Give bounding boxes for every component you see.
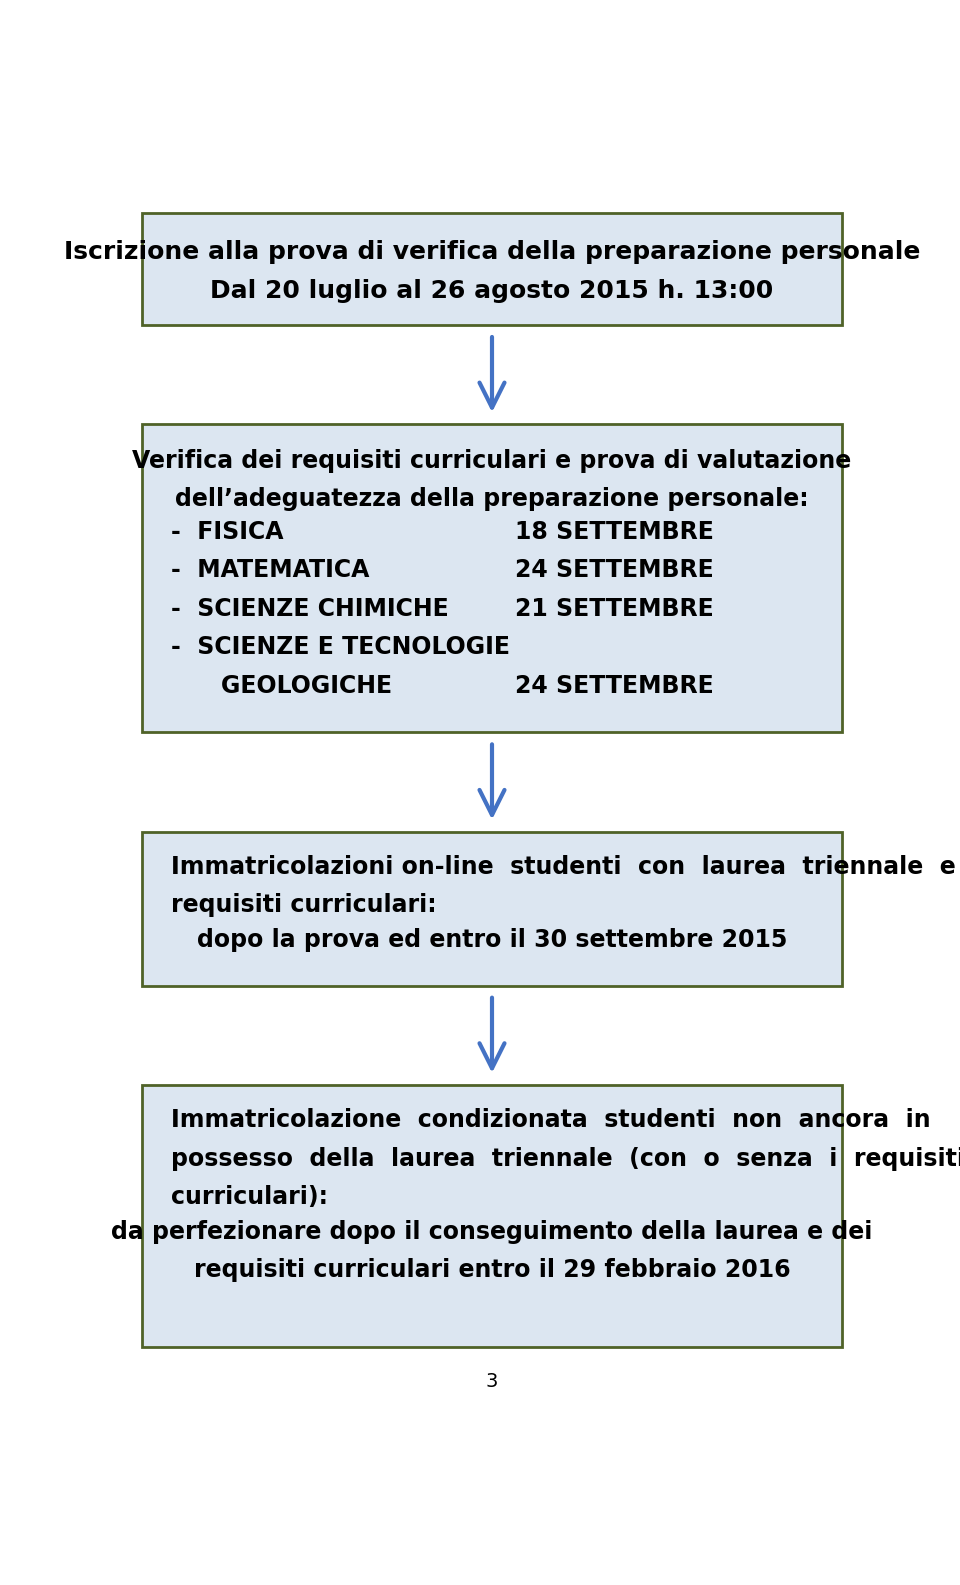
Text: requisiti curriculari:: requisiti curriculari:: [171, 894, 437, 918]
Text: Iscrizione alla prova di verifica della preparazione personale: Iscrizione alla prova di verifica della …: [63, 241, 921, 265]
FancyBboxPatch shape: [142, 832, 842, 986]
Text: possesso  della  laurea  triennale  (con  o  senza  i  requisiti: possesso della laurea triennale (con o s…: [171, 1146, 960, 1171]
Text: -  SCIENZE CHIMICHE: - SCIENZE CHIMICHE: [171, 598, 449, 621]
Text: 24 SETTEMBRE: 24 SETTEMBRE: [516, 558, 714, 582]
Text: Verifica dei requisiti curriculari e prova di valutazione: Verifica dei requisiti curriculari e pro…: [132, 449, 852, 472]
Text: Immatricolazioni on-line  studenti  con  laurea  triennale  e: Immatricolazioni on-line studenti con la…: [171, 854, 956, 878]
Text: curriculari):: curriculari):: [171, 1186, 328, 1209]
Text: 21 SETTEMBRE: 21 SETTEMBRE: [516, 598, 714, 621]
FancyBboxPatch shape: [142, 1086, 842, 1347]
Text: -  SCIENZE E TECNOLOGIE: - SCIENZE E TECNOLOGIE: [171, 636, 510, 659]
Text: requisiti curriculari entro il 29 febbraio 2016: requisiti curriculari entro il 29 febbra…: [194, 1258, 790, 1282]
Text: 18 SETTEMBRE: 18 SETTEMBRE: [516, 520, 714, 544]
Text: -  FISICA: - FISICA: [171, 520, 283, 544]
Text: 3: 3: [486, 1373, 498, 1392]
Text: -  MATEMATICA: - MATEMATICA: [171, 558, 370, 582]
Text: Immatricolazione  condizionata  studenti  non  ancora  in: Immatricolazione condizionata studenti n…: [171, 1108, 931, 1132]
Text: GEOLOGICHE: GEOLOGICHE: [188, 674, 393, 697]
Text: Dal 20 luglio al 26 agosto 2015 h. 13:00: Dal 20 luglio al 26 agosto 2015 h. 13:00: [210, 279, 774, 303]
FancyBboxPatch shape: [142, 425, 842, 732]
FancyBboxPatch shape: [142, 214, 842, 325]
Text: 24 SETTEMBRE: 24 SETTEMBRE: [516, 674, 714, 697]
Text: dopo la prova ed entro il 30 settembre 2015: dopo la prova ed entro il 30 settembre 2…: [197, 927, 787, 953]
Text: dell’adeguatezza della preparazione personale:: dell’adeguatezza della preparazione pers…: [175, 488, 809, 512]
Text: da perfezionare dopo il conseguimento della laurea e dei: da perfezionare dopo il conseguimento de…: [111, 1220, 873, 1244]
